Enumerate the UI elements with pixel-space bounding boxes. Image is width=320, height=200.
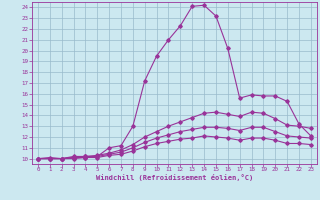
X-axis label: Windchill (Refroidissement éolien,°C): Windchill (Refroidissement éolien,°C) [96, 174, 253, 181]
